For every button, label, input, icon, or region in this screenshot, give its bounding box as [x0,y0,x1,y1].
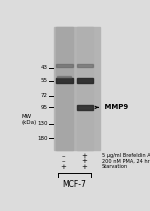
Text: 72: 72 [41,93,48,99]
Text: +: + [61,164,66,170]
Bar [57,76,71,78]
Bar [56,27,72,150]
Text: 180: 180 [37,136,48,141]
Text: MW
(kDa): MW (kDa) [21,114,36,125]
Text: MCF-7: MCF-7 [62,180,86,189]
Text: +: + [81,153,87,159]
Text: 130: 130 [37,121,48,126]
Bar [77,78,93,83]
Text: 55: 55 [41,78,48,83]
Bar [77,27,93,150]
Text: 200 nM PMA, 24 hr: 200 nM PMA, 24 hr [102,159,150,164]
Bar [54,27,100,150]
Text: 43: 43 [41,65,48,70]
Text: +: + [81,164,87,170]
Bar [56,64,72,67]
Text: 95: 95 [41,105,48,110]
Bar [56,78,72,83]
Text: +: + [81,158,87,164]
Text: –: – [62,153,65,159]
Text: –: – [62,158,65,164]
Bar [77,64,93,67]
Text: MMP9: MMP9 [102,104,129,110]
Bar [77,105,93,110]
Text: 5 µg/ml Brefeldin A, 14.5 hr: 5 µg/ml Brefeldin A, 14.5 hr [102,153,150,158]
Text: Starvation: Starvation [102,164,128,169]
